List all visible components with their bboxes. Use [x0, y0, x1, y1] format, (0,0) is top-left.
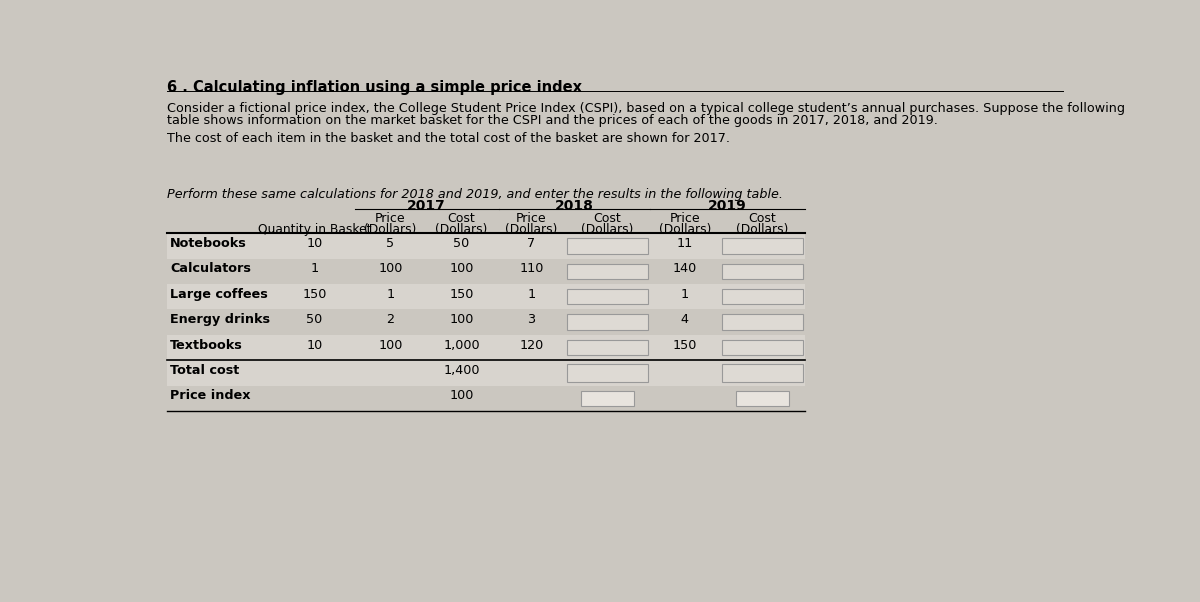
Text: Notebooks: Notebooks: [170, 237, 247, 250]
Text: 7: 7: [527, 237, 535, 250]
Text: 1: 1: [680, 288, 689, 301]
Bar: [566, 364, 648, 382]
Text: Price: Price: [516, 212, 547, 225]
Text: 50: 50: [454, 237, 469, 250]
Text: 1,400: 1,400: [443, 364, 480, 377]
Bar: [167, 335, 805, 360]
Bar: [581, 391, 634, 406]
Text: 100: 100: [378, 262, 402, 276]
Bar: [167, 233, 805, 259]
Text: 120: 120: [520, 339, 544, 352]
Text: Textbooks: Textbooks: [170, 339, 242, 352]
Text: 10: 10: [306, 237, 323, 250]
Text: 50: 50: [306, 313, 323, 326]
Text: 150: 150: [672, 339, 697, 352]
Text: (Dollars): (Dollars): [364, 223, 416, 236]
Bar: [722, 364, 803, 382]
Text: 140: 140: [673, 262, 697, 276]
Text: (Dollars): (Dollars): [436, 223, 487, 236]
Bar: [167, 284, 805, 309]
Text: 4: 4: [680, 313, 689, 326]
Text: (Dollars): (Dollars): [505, 223, 558, 236]
Bar: [167, 259, 805, 284]
Text: The cost of each item in the basket and the total cost of the basket are shown f: The cost of each item in the basket and …: [167, 131, 730, 144]
Text: 110: 110: [520, 262, 544, 276]
Text: Cost: Cost: [749, 212, 776, 225]
Text: (Dollars): (Dollars): [581, 223, 634, 236]
Text: 1: 1: [527, 288, 535, 301]
Text: 11: 11: [677, 237, 692, 250]
Text: table shows information on the market basket for the CSPI and the prices of each: table shows information on the market ba…: [167, 114, 938, 127]
Text: 100: 100: [449, 389, 474, 403]
Bar: [722, 289, 803, 305]
Text: (Dollars): (Dollars): [659, 223, 710, 236]
Bar: [167, 386, 805, 411]
Text: 3: 3: [527, 313, 535, 326]
Text: 100: 100: [378, 339, 402, 352]
Bar: [722, 238, 803, 253]
Text: Price: Price: [670, 212, 700, 225]
Text: Quantity in Basket: Quantity in Basket: [258, 223, 371, 236]
Text: 1: 1: [386, 288, 395, 301]
Text: 10: 10: [306, 339, 323, 352]
Text: 2017: 2017: [407, 199, 446, 213]
Bar: [566, 238, 648, 253]
Bar: [167, 309, 805, 335]
Text: Total cost: Total cost: [170, 364, 240, 377]
Text: 100: 100: [449, 262, 474, 276]
Text: 1,000: 1,000: [443, 339, 480, 352]
Text: 5: 5: [386, 237, 395, 250]
Text: 150: 150: [302, 288, 326, 301]
Text: 1: 1: [311, 262, 318, 276]
Text: Cost: Cost: [593, 212, 622, 225]
Text: Perform these same calculations for 2018 and 2019, and enter the results in the : Perform these same calculations for 2018…: [167, 188, 782, 200]
Text: Energy drinks: Energy drinks: [170, 313, 270, 326]
Text: 150: 150: [449, 288, 474, 301]
Text: 2: 2: [386, 313, 395, 326]
Text: (Dollars): (Dollars): [736, 223, 788, 236]
Bar: [722, 314, 803, 330]
Bar: [566, 340, 648, 355]
Text: 6 . Calculating inflation using a simple price index: 6 . Calculating inflation using a simple…: [167, 80, 582, 95]
Text: Calculators: Calculators: [170, 262, 251, 276]
Bar: [566, 289, 648, 305]
Bar: [722, 264, 803, 279]
Bar: [722, 340, 803, 355]
Text: Consider a fictional price index, the College Student Price Index (CSPI), based : Consider a fictional price index, the Co…: [167, 102, 1126, 115]
Text: Price: Price: [374, 212, 406, 225]
Text: Cost: Cost: [448, 212, 475, 225]
Text: Large coffees: Large coffees: [170, 288, 268, 301]
Bar: [566, 264, 648, 279]
Text: 2018: 2018: [554, 199, 593, 213]
Text: 2019: 2019: [708, 199, 746, 213]
Bar: [566, 314, 648, 330]
Text: Price index: Price index: [170, 389, 251, 403]
Bar: [736, 391, 788, 406]
Bar: [167, 360, 805, 386]
Text: 100: 100: [449, 313, 474, 326]
